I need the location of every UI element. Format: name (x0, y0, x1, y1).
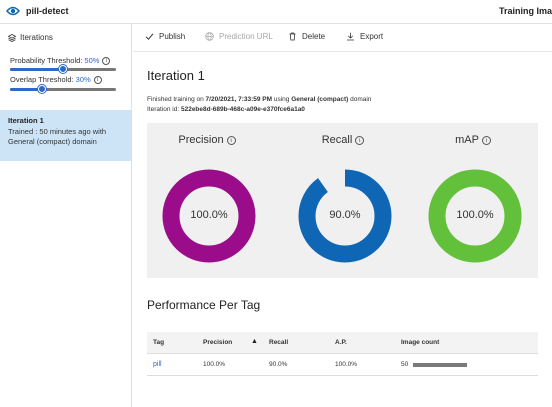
precision-value: 100.0% (190, 209, 228, 221)
iteration-id-text: Iteration id: 522ebe8d-689b-468c-a09e-e3… (147, 106, 305, 113)
probability-threshold-value: 50% (84, 56, 100, 65)
performance-table: Tag Precision ▲ Recall A.P. Image count … (147, 332, 538, 376)
iterations-label: Iterations (20, 33, 53, 42)
recall-arc (298, 169, 392, 263)
overlap-threshold-slider[interactable] (10, 85, 116, 93)
performance-per-tag-heading: Performance Per Tag (147, 298, 261, 312)
cell-ap: 100.0% (335, 361, 358, 368)
info-icon[interactable]: i (355, 135, 365, 145)
overlap-threshold-label: Overlap Threshold: 30% i (10, 75, 102, 84)
image-count-bar (413, 363, 467, 367)
tag-link-pill[interactable]: pill (153, 361, 162, 368)
recall-donut (298, 169, 392, 263)
probability-slider-thumb[interactable] (59, 65, 67, 73)
layers-icon (8, 33, 16, 42)
trash-icon (289, 32, 296, 41)
metrics-panel: Precision i 100.0% Recall i 90.0% mAP i 100… (147, 123, 538, 278)
info-icon[interactable]: i (481, 135, 491, 145)
globe-icon (205, 32, 214, 41)
precision-metric: Precision i 100.0% (147, 123, 267, 278)
precision-label: Precision (178, 134, 224, 146)
toolbar: Publish Prediction URL Delete Export (133, 24, 552, 52)
info-icon[interactable]: i (102, 56, 111, 65)
project-title[interactable]: pill-detect (26, 6, 69, 16)
training-finished-text: Finished training on 7/20/2021, 7:33:59 … (147, 96, 372, 103)
map-metric: mAP i 100.0% (413, 123, 533, 278)
cell-recall: 90.0% (269, 361, 288, 368)
main-content: Iteration 1 Finished training on 7/20/20… (133, 52, 552, 407)
delete-button[interactable]: Delete (288, 32, 325, 41)
table-row: pill 100.0% 90.0% 100.0% 50 (147, 354, 538, 376)
publish-button[interactable]: Publish (145, 32, 185, 41)
overlap-threshold-value: 30% (75, 75, 91, 84)
info-icon[interactable]: i (93, 75, 102, 84)
column-header-tag[interactable]: Tag (153, 339, 165, 346)
map-label: mAP (455, 134, 479, 146)
overlap-slider-thumb[interactable] (37, 85, 46, 93)
download-icon (347, 32, 354, 41)
export-button[interactable]: Export (346, 32, 383, 41)
top-bar: pill-detect Training Ima (0, 0, 552, 24)
iteration-item-subtitle: Trained : 50 minutes ago with General (c… (8, 127, 107, 146)
precision-donut (162, 169, 256, 263)
sidebar: Iterations Probability Threshold: 50% i … (0, 24, 132, 407)
precision-arc (162, 169, 256, 263)
checkmark-icon (145, 33, 154, 40)
probability-slider-fill (10, 68, 63, 71)
recall-metric: Recall i 90.0% (283, 123, 403, 278)
iteration-title: Iteration 1 (147, 68, 205, 83)
iteration-item-title: Iteration 1 (8, 116, 44, 125)
cell-image-count: 50 (401, 361, 409, 368)
probability-threshold-slider[interactable] (10, 65, 116, 73)
info-icon[interactable]: i (226, 135, 236, 145)
sort-ascending-icon[interactable]: ▲ (251, 338, 258, 345)
column-header-recall[interactable]: Recall (269, 339, 289, 346)
cell-precision: 100.0% (203, 361, 226, 368)
column-header-ap[interactable]: A.P. (335, 339, 347, 346)
map-value: 100.0% (456, 209, 494, 221)
training-images-link[interactable]: Training Ima (498, 6, 552, 16)
iteration-list-item[interactable]: Iteration 1 Trained : 50 minutes ago wit… (0, 110, 132, 161)
column-header-precision[interactable]: Precision (203, 339, 233, 346)
overlap-slider-fill (10, 88, 42, 91)
prediction-url-button[interactable]: Prediction URL (205, 32, 273, 41)
recall-label: Recall (321, 134, 353, 146)
recall-value: 90.0% (329, 209, 361, 221)
iterations-header: Iterations (8, 33, 53, 42)
map-arc (428, 169, 522, 263)
eye-logo-icon (6, 6, 20, 16)
probability-threshold-label: Probability Threshold: 50% i (10, 56, 111, 65)
column-header-image-count[interactable]: Image count (401, 339, 440, 346)
table-header-row: Tag Precision ▲ Recall A.P. Image count (147, 332, 538, 354)
map-donut (428, 169, 522, 263)
